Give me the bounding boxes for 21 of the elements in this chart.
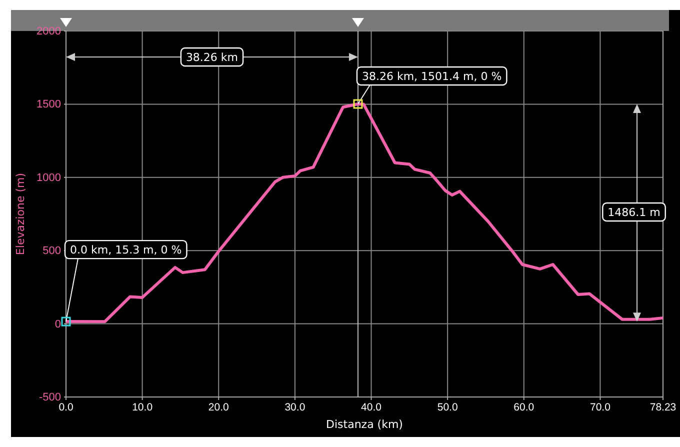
x-tick-label: 10.0 (132, 401, 153, 414)
x-tick-label: 40.0 (361, 401, 382, 414)
y-tick-label: -500 (38, 392, 61, 404)
annotation: 1486.1 m (608, 206, 660, 219)
x-tick-label: 20.0 (208, 401, 230, 414)
y-tick-label: 1500 (36, 98, 61, 111)
y-axis-title: Elevazione (m) (14, 172, 27, 256)
y-tick-label: 2000 (36, 26, 61, 38)
y-tick-label: 0 (54, 318, 61, 330)
x-tick-label: 60.0 (514, 401, 534, 414)
annotation: 38.26 km (186, 51, 238, 64)
annotation: 0.0 km, 15.3 m, 0 % (70, 244, 182, 257)
x-tick-label: 30.0 (284, 401, 306, 414)
y-tick-label: 500 (42, 245, 61, 258)
x-tick-label: 70.0 (590, 401, 611, 414)
annotation: 38.26 km, 1501.4 m, 0 % (362, 70, 502, 83)
x-tick-label: 50.0 (437, 401, 458, 414)
x-axis-title: Distanza (km) (326, 418, 403, 431)
x-tick-label: 78.23 (650, 401, 676, 414)
y-tick-label: 1000 (36, 172, 61, 184)
x-tick-label: 0.0 (58, 401, 74, 414)
